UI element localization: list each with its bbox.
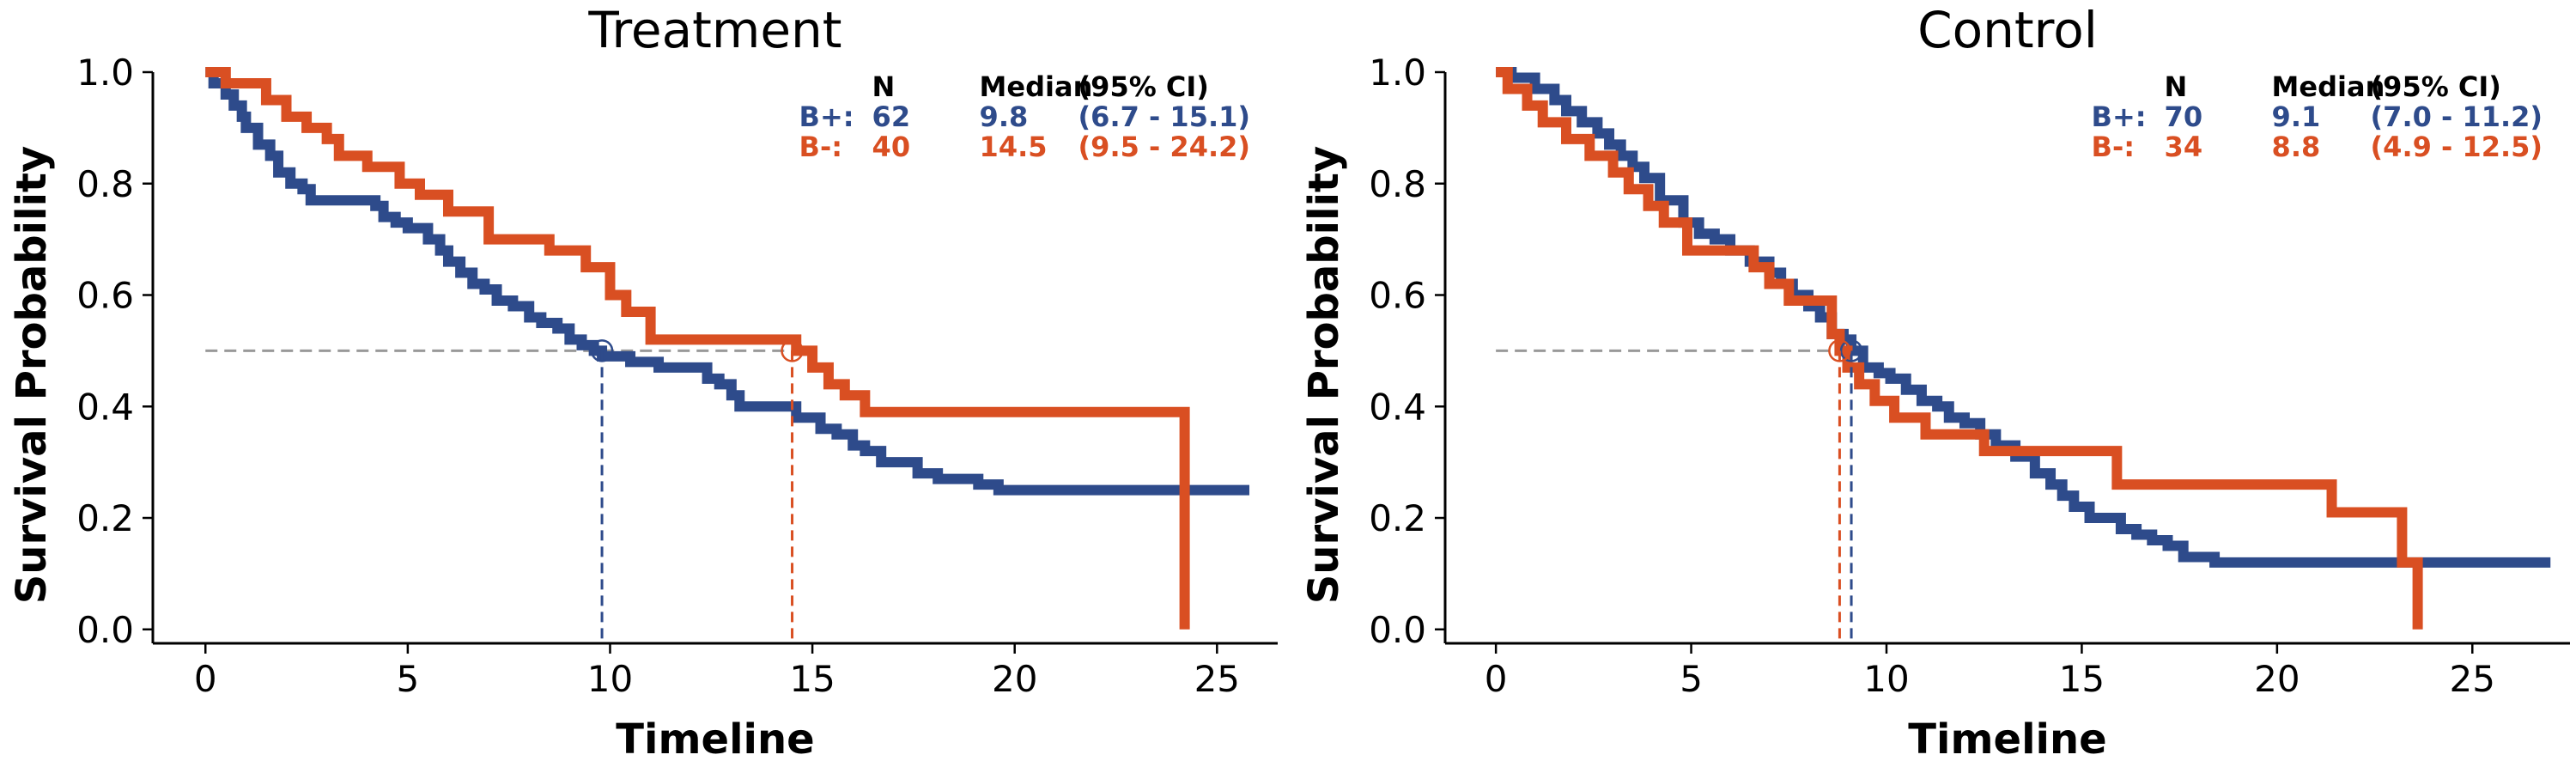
legend-ci-value: (6.7 - 15.1): [1078, 100, 1250, 133]
median-marker: [590, 339, 614, 362]
median-marker: [1839, 339, 1863, 362]
y-tick-label: 0.8: [1369, 163, 1426, 205]
survival-curve-b-minus: [205, 67, 1190, 630]
x-tick-label: 0: [194, 658, 217, 700]
legend-n-value: 62: [872, 100, 911, 133]
legend-series-label: B+:: [2092, 100, 2147, 133]
legend-header: N: [2165, 70, 2188, 103]
legend-series-label: B-:: [2092, 131, 2135, 163]
legend-series-label: B+:: [799, 100, 854, 133]
x-tick-label: 25: [2450, 658, 2495, 700]
y-tick-label: 0.2: [76, 497, 134, 539]
x-tick-label: 5: [397, 658, 420, 700]
y-tick-label: 0.4: [76, 386, 134, 428]
legend-series-label: B-:: [799, 131, 842, 163]
legend-header: (95% CI): [1078, 70, 1209, 103]
legend-header: (95% CI): [2371, 70, 2501, 103]
y-tick-label: 0.0: [76, 609, 134, 651]
y-tick-label: 0.4: [1369, 386, 1426, 428]
y-tick-label: 0.8: [76, 163, 134, 205]
legend-n-value: 70: [2165, 100, 2203, 133]
chart-title: Control: [1917, 1, 2098, 59]
x-axis-label: Timeline: [1908, 715, 2106, 764]
legend-header: Median: [2272, 70, 2385, 103]
y-tick-label: 0.0: [1369, 609, 1426, 651]
y-tick-label: 1.0: [1369, 52, 1426, 94]
legend-median-value: 9.1: [2272, 100, 2321, 133]
legend-median-value: 8.8: [2272, 131, 2321, 163]
chart-panel-1: Control 0 5 10 15 20 25 0.0 0.2 0.4 0.6 0.8 1.0 Timel…: [1300, 1, 2570, 764]
y-tick-label: 0.2: [1369, 497, 1426, 539]
x-tick-label: 0: [1485, 658, 1508, 700]
y-tick-label: 1.0: [76, 52, 134, 94]
legend-n-value: 40: [872, 131, 911, 163]
survival-curve-b-minus: [1496, 67, 2423, 630]
x-tick-label: 5: [1680, 658, 1703, 700]
legend-ci-value: (4.9 - 12.5): [2371, 131, 2543, 163]
survival-curve-b-plus: [205, 67, 1250, 496]
survival-curve-b-plus: [1496, 67, 2551, 568]
y-tick-label: 0.6: [1369, 275, 1426, 317]
legend-header: N: [872, 70, 896, 103]
legend-median-value: 9.8: [980, 100, 1029, 133]
x-tick-label: 15: [2059, 658, 2105, 700]
legend-median-value: 14.5: [980, 131, 1048, 163]
x-tick-label: 25: [1194, 658, 1240, 700]
x-tick-label: 10: [1863, 658, 1909, 700]
legend-ci-value: (9.5 - 24.2): [1078, 131, 1250, 163]
chart-title: Treatment: [587, 1, 841, 59]
x-tick-label: 10: [587, 658, 633, 700]
median-marker: [781, 339, 804, 362]
legend-ci-value: (7.0 - 11.2): [2371, 100, 2543, 133]
y-axis-label: Survival Probability: [1300, 146, 1348, 605]
x-tick-label: 20: [992, 658, 1037, 700]
x-axis-label: Timeline: [616, 715, 814, 764]
legend-n-value: 34: [2165, 131, 2203, 163]
x-tick-label: 15: [789, 658, 835, 700]
y-axis-label: Survival Probability: [8, 146, 56, 605]
legend-header: Median: [980, 70, 1093, 103]
x-tick-label: 20: [2254, 658, 2300, 700]
chart-panel-0: Treatment 0 5 10 15 20 25 0.0 0.2 0.4 0.6 0.8 1.0 Tim…: [8, 1, 1278, 764]
median-marker: [1828, 339, 1851, 362]
y-tick-label: 0.6: [76, 275, 134, 317]
